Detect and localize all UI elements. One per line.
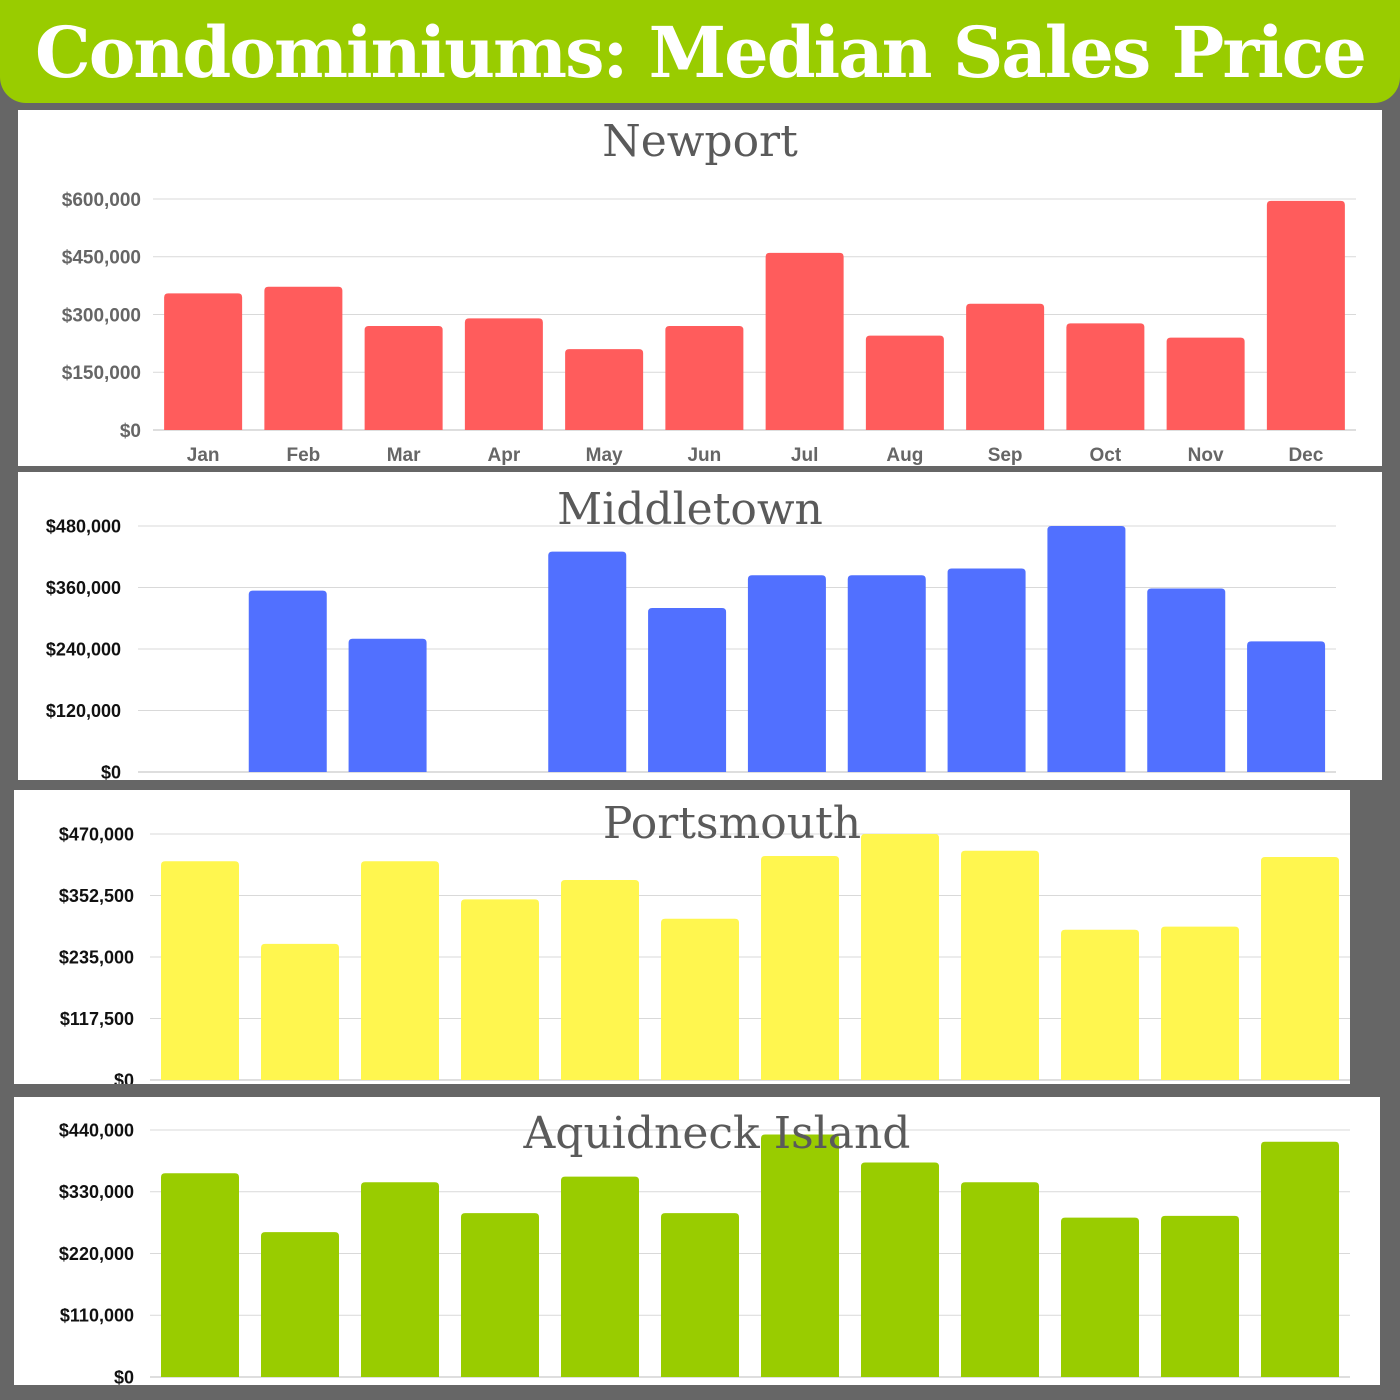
middletown-chart: $0 $120,000 $240,000 $360,000 $480,000 Middle… <box>46 484 1336 780</box>
bar-apr <box>461 1213 539 1377</box>
bar-mar <box>361 861 439 1080</box>
bar-sep <box>947 568 1026 772</box>
x-tick-label: Aug <box>886 445 923 466</box>
x-tick-label: Feb <box>286 445 320 466</box>
x-tick-label: Oct <box>1090 445 1122 466</box>
aquidneck-island-chart-panel: $0 $110,000 $220,000 $330,000 $440,000 Aquidn… <box>14 1097 1380 1385</box>
bar-jan <box>164 293 243 430</box>
y-tick-label: $330,000 <box>59 1182 134 1202</box>
bar-dec <box>1247 641 1326 772</box>
y-tick-label: $480,000 <box>46 516 121 536</box>
y-tick-label: $235,000 <box>59 947 134 967</box>
y-tick-label: $240,000 <box>46 639 121 659</box>
y-tick-label: $600,000 <box>62 190 141 211</box>
bar-may <box>561 1176 639 1377</box>
bar-nov <box>1161 1215 1239 1377</box>
y-tick-label: $0 <box>101 762 121 780</box>
bar-jul <box>761 1134 839 1377</box>
y-tick-label: $150,000 <box>62 363 141 384</box>
aquidneck-island-chart: $0 $110,000 $220,000 $330,000 $440,000 Aquidn… <box>59 1108 1350 1385</box>
bar-sep <box>961 850 1039 1080</box>
x-tick-label: Nov <box>1188 445 1224 466</box>
bar-aug <box>847 575 926 772</box>
y-tick-label: $120,000 <box>46 701 121 721</box>
x-tick-label: May <box>586 445 623 466</box>
y-tick-label: $220,000 <box>59 1244 134 1264</box>
y-tick-label: $0 <box>114 1367 134 1385</box>
chart-title: Middletown <box>557 484 823 535</box>
title-banner: Condominiums: Median Sales Price <box>0 0 1400 103</box>
x-tick-label: Jan <box>187 445 220 466</box>
bar-sep <box>961 1182 1039 1377</box>
bar-nov <box>1147 588 1226 772</box>
bar-aug <box>865 335 944 430</box>
bar-sep <box>966 303 1045 430</box>
bar-jun <box>665 326 744 430</box>
x-tick-label: Dec <box>1288 445 1323 466</box>
bar-feb <box>248 590 327 772</box>
bar-dec <box>1266 200 1345 430</box>
newport-chart-panel: $0 $150,000 $300,000 $450,000 $600,000 Jan Feb… <box>18 110 1382 466</box>
chart-title: Portsmouth <box>603 798 861 849</box>
bar-nov <box>1166 337 1245 430</box>
bar-feb <box>261 943 339 1080</box>
bar-oct <box>1061 1217 1139 1377</box>
x-tick-label: Jul <box>791 445 818 466</box>
bar-may <box>561 880 639 1080</box>
bar-oct <box>1066 323 1145 430</box>
bar-mar <box>361 1182 439 1377</box>
bar-jun <box>661 1213 739 1377</box>
y-tick-label: $450,000 <box>62 248 141 269</box>
bar-jun <box>648 608 727 772</box>
bar-may <box>548 551 627 772</box>
bar-oct <box>1047 526 1126 772</box>
x-tick-label: Sep <box>988 445 1023 466</box>
bar-nov <box>1161 926 1239 1080</box>
y-tick-label: $117,500 <box>60 1009 134 1029</box>
bar-jul <box>747 575 826 772</box>
bar-dec <box>1261 1141 1339 1377</box>
y-tick-label: $0 <box>114 1070 134 1084</box>
bar-aug <box>861 834 939 1080</box>
chart-title: Aquidneck Island <box>523 1108 911 1159</box>
bar-feb <box>261 1232 339 1377</box>
bar-feb <box>264 286 343 430</box>
y-tick-label: $470,000 <box>59 824 134 844</box>
bar-jun <box>661 918 739 1080</box>
middletown-chart-panel: $0 $120,000 $240,000 $360,000 $480,000 Middle… <box>18 472 1382 780</box>
bar-jan <box>161 1173 239 1377</box>
x-tick-label: Mar <box>387 445 421 466</box>
newport-chart: $0 $150,000 $300,000 $450,000 $600,000 Jan Feb… <box>62 116 1356 466</box>
y-tick-label: $110,000 <box>60 1306 134 1326</box>
portsmouth-chart-panel: $0 $117,500 $235,000 $352,500 $470,000 Portsm… <box>14 790 1350 1084</box>
y-tick-label: $352,500 <box>59 886 134 906</box>
bar-mar <box>348 638 427 772</box>
bar-aug <box>861 1162 939 1377</box>
bar-apr <box>464 318 543 430</box>
y-tick-label: $440,000 <box>59 1120 134 1140</box>
y-tick-label: $300,000 <box>62 305 141 326</box>
x-tick-label: Apr <box>488 445 521 466</box>
chart-title: Newport <box>602 116 798 167</box>
bar-may <box>565 349 644 430</box>
bar-jan <box>161 861 239 1080</box>
bar-dec <box>1261 857 1339 1080</box>
page-title: Condominiums: Median Sales Price <box>35 11 1367 94</box>
bar-apr <box>461 899 539 1080</box>
y-tick-label: $0 <box>120 421 141 442</box>
portsmouth-chart: $0 $117,500 $235,000 $352,500 $470,000 Portsm… <box>59 798 1350 1084</box>
bar-jul <box>765 252 844 430</box>
bar-mar <box>364 326 443 430</box>
bar-oct <box>1061 929 1139 1080</box>
y-tick-label: $360,000 <box>46 578 121 598</box>
x-tick-label: Jun <box>687 445 721 466</box>
bar-jul <box>761 855 839 1080</box>
